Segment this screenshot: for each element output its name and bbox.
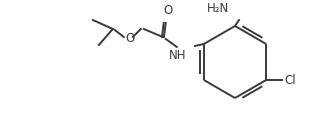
Text: NH: NH <box>169 49 187 62</box>
Text: O: O <box>163 4 172 17</box>
Text: Cl: Cl <box>284 73 296 86</box>
Text: O: O <box>125 31 134 44</box>
Text: H₂N: H₂N <box>207 2 229 15</box>
